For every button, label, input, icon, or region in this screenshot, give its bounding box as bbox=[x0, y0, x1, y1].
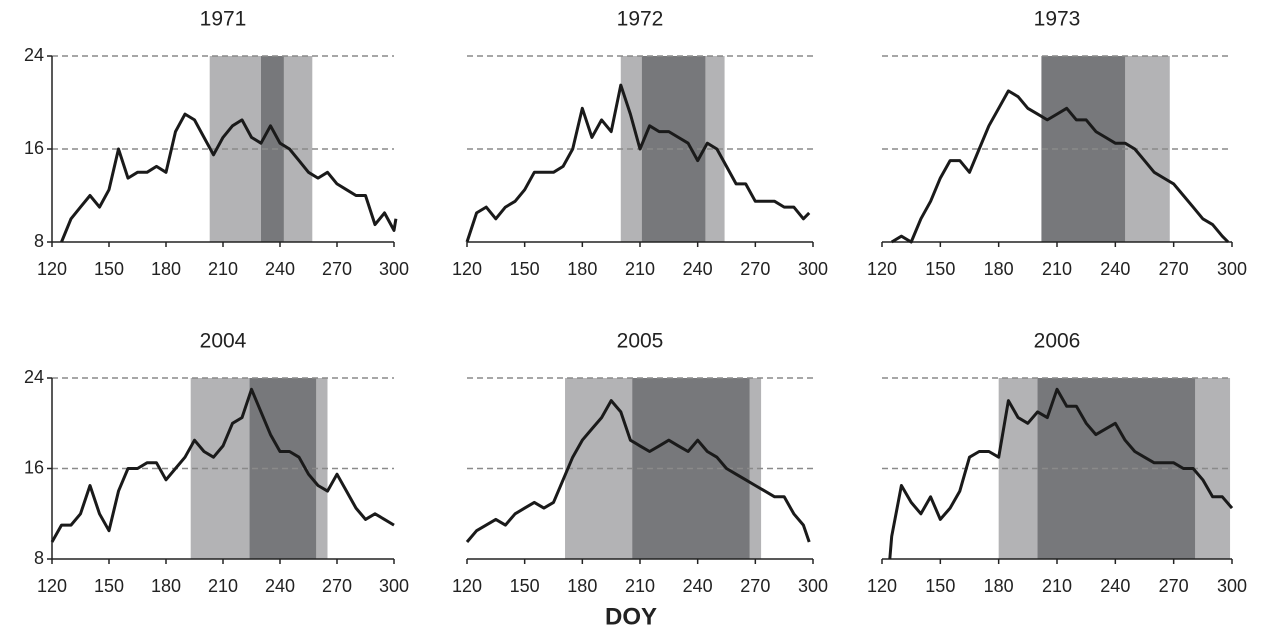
x-tick-label: 180 bbox=[567, 259, 597, 279]
x-tick-label: 210 bbox=[1042, 576, 1072, 596]
x-tick-label: 210 bbox=[1042, 259, 1072, 279]
x-tick-label: 120 bbox=[867, 576, 897, 596]
x-tick-label: 150 bbox=[510, 259, 540, 279]
x-tick-label: 270 bbox=[1159, 576, 1189, 596]
panel-title: 2006 bbox=[1034, 330, 1081, 353]
x-tick-label: 300 bbox=[379, 259, 409, 279]
x-tick-label: 180 bbox=[567, 576, 597, 596]
x-tick-label: 150 bbox=[94, 259, 124, 279]
y-tick-label: 16 bbox=[24, 457, 44, 477]
panel-title: 1972 bbox=[617, 8, 664, 31]
y-tick-label: 8 bbox=[34, 548, 44, 568]
x-tick-label: 240 bbox=[265, 576, 295, 596]
data-line bbox=[465, 83, 811, 243]
x-tick-label: 150 bbox=[510, 576, 540, 596]
y-tick-label: 16 bbox=[24, 138, 44, 158]
x-tick-label: 270 bbox=[1159, 259, 1189, 279]
x-tick-label: 120 bbox=[37, 576, 67, 596]
x-tick-label: 300 bbox=[798, 259, 828, 279]
x-tick-label: 180 bbox=[984, 259, 1014, 279]
y-tick-label: 24 bbox=[24, 45, 44, 65]
x-tick-label: 240 bbox=[683, 259, 713, 279]
y-tick-label: 24 bbox=[24, 367, 44, 387]
panel-title: 2005 bbox=[617, 330, 664, 353]
x-tick-label: 210 bbox=[625, 259, 655, 279]
x-tick-label: 210 bbox=[208, 259, 238, 279]
x-tick-label: 270 bbox=[740, 259, 770, 279]
x-tick-label: 120 bbox=[452, 259, 482, 279]
panel-title: 1973 bbox=[1034, 8, 1081, 31]
x-tick-label: 120 bbox=[452, 576, 482, 596]
panel-title: 2004 bbox=[200, 330, 247, 353]
x-axis-label: DOY bbox=[605, 603, 657, 630]
x-tick-label: 240 bbox=[265, 259, 295, 279]
x-tick-label: 120 bbox=[37, 259, 67, 279]
x-tick-label: 150 bbox=[925, 259, 955, 279]
x-tick-label: 270 bbox=[322, 259, 352, 279]
y-tick-label: 8 bbox=[34, 231, 44, 251]
x-tick-label: 180 bbox=[984, 576, 1014, 596]
x-tick-label: 180 bbox=[151, 576, 181, 596]
x-tick-label: 300 bbox=[1217, 259, 1247, 279]
x-tick-label: 150 bbox=[925, 576, 955, 596]
x-tick-label: 120 bbox=[867, 259, 897, 279]
x-tick-label: 210 bbox=[625, 576, 655, 596]
panel-title: 1971 bbox=[200, 8, 247, 31]
data-line bbox=[465, 399, 811, 543]
x-tick-label: 240 bbox=[683, 576, 713, 596]
x-tick-label: 270 bbox=[322, 576, 352, 596]
x-tick-label: 240 bbox=[1100, 576, 1130, 596]
data-line bbox=[890, 89, 1230, 244]
x-tick-label: 180 bbox=[151, 259, 181, 279]
data-line bbox=[50, 387, 395, 543]
x-tick-label: 300 bbox=[379, 576, 409, 596]
data-line bbox=[888, 387, 1234, 560]
x-tick-label: 150 bbox=[94, 576, 124, 596]
x-tick-label: 210 bbox=[208, 576, 238, 596]
x-tick-label: 300 bbox=[1217, 576, 1247, 596]
x-tick-label: 300 bbox=[798, 576, 828, 596]
data-line bbox=[60, 112, 398, 243]
x-tick-label: 240 bbox=[1100, 259, 1130, 279]
x-tick-label: 270 bbox=[740, 576, 770, 596]
